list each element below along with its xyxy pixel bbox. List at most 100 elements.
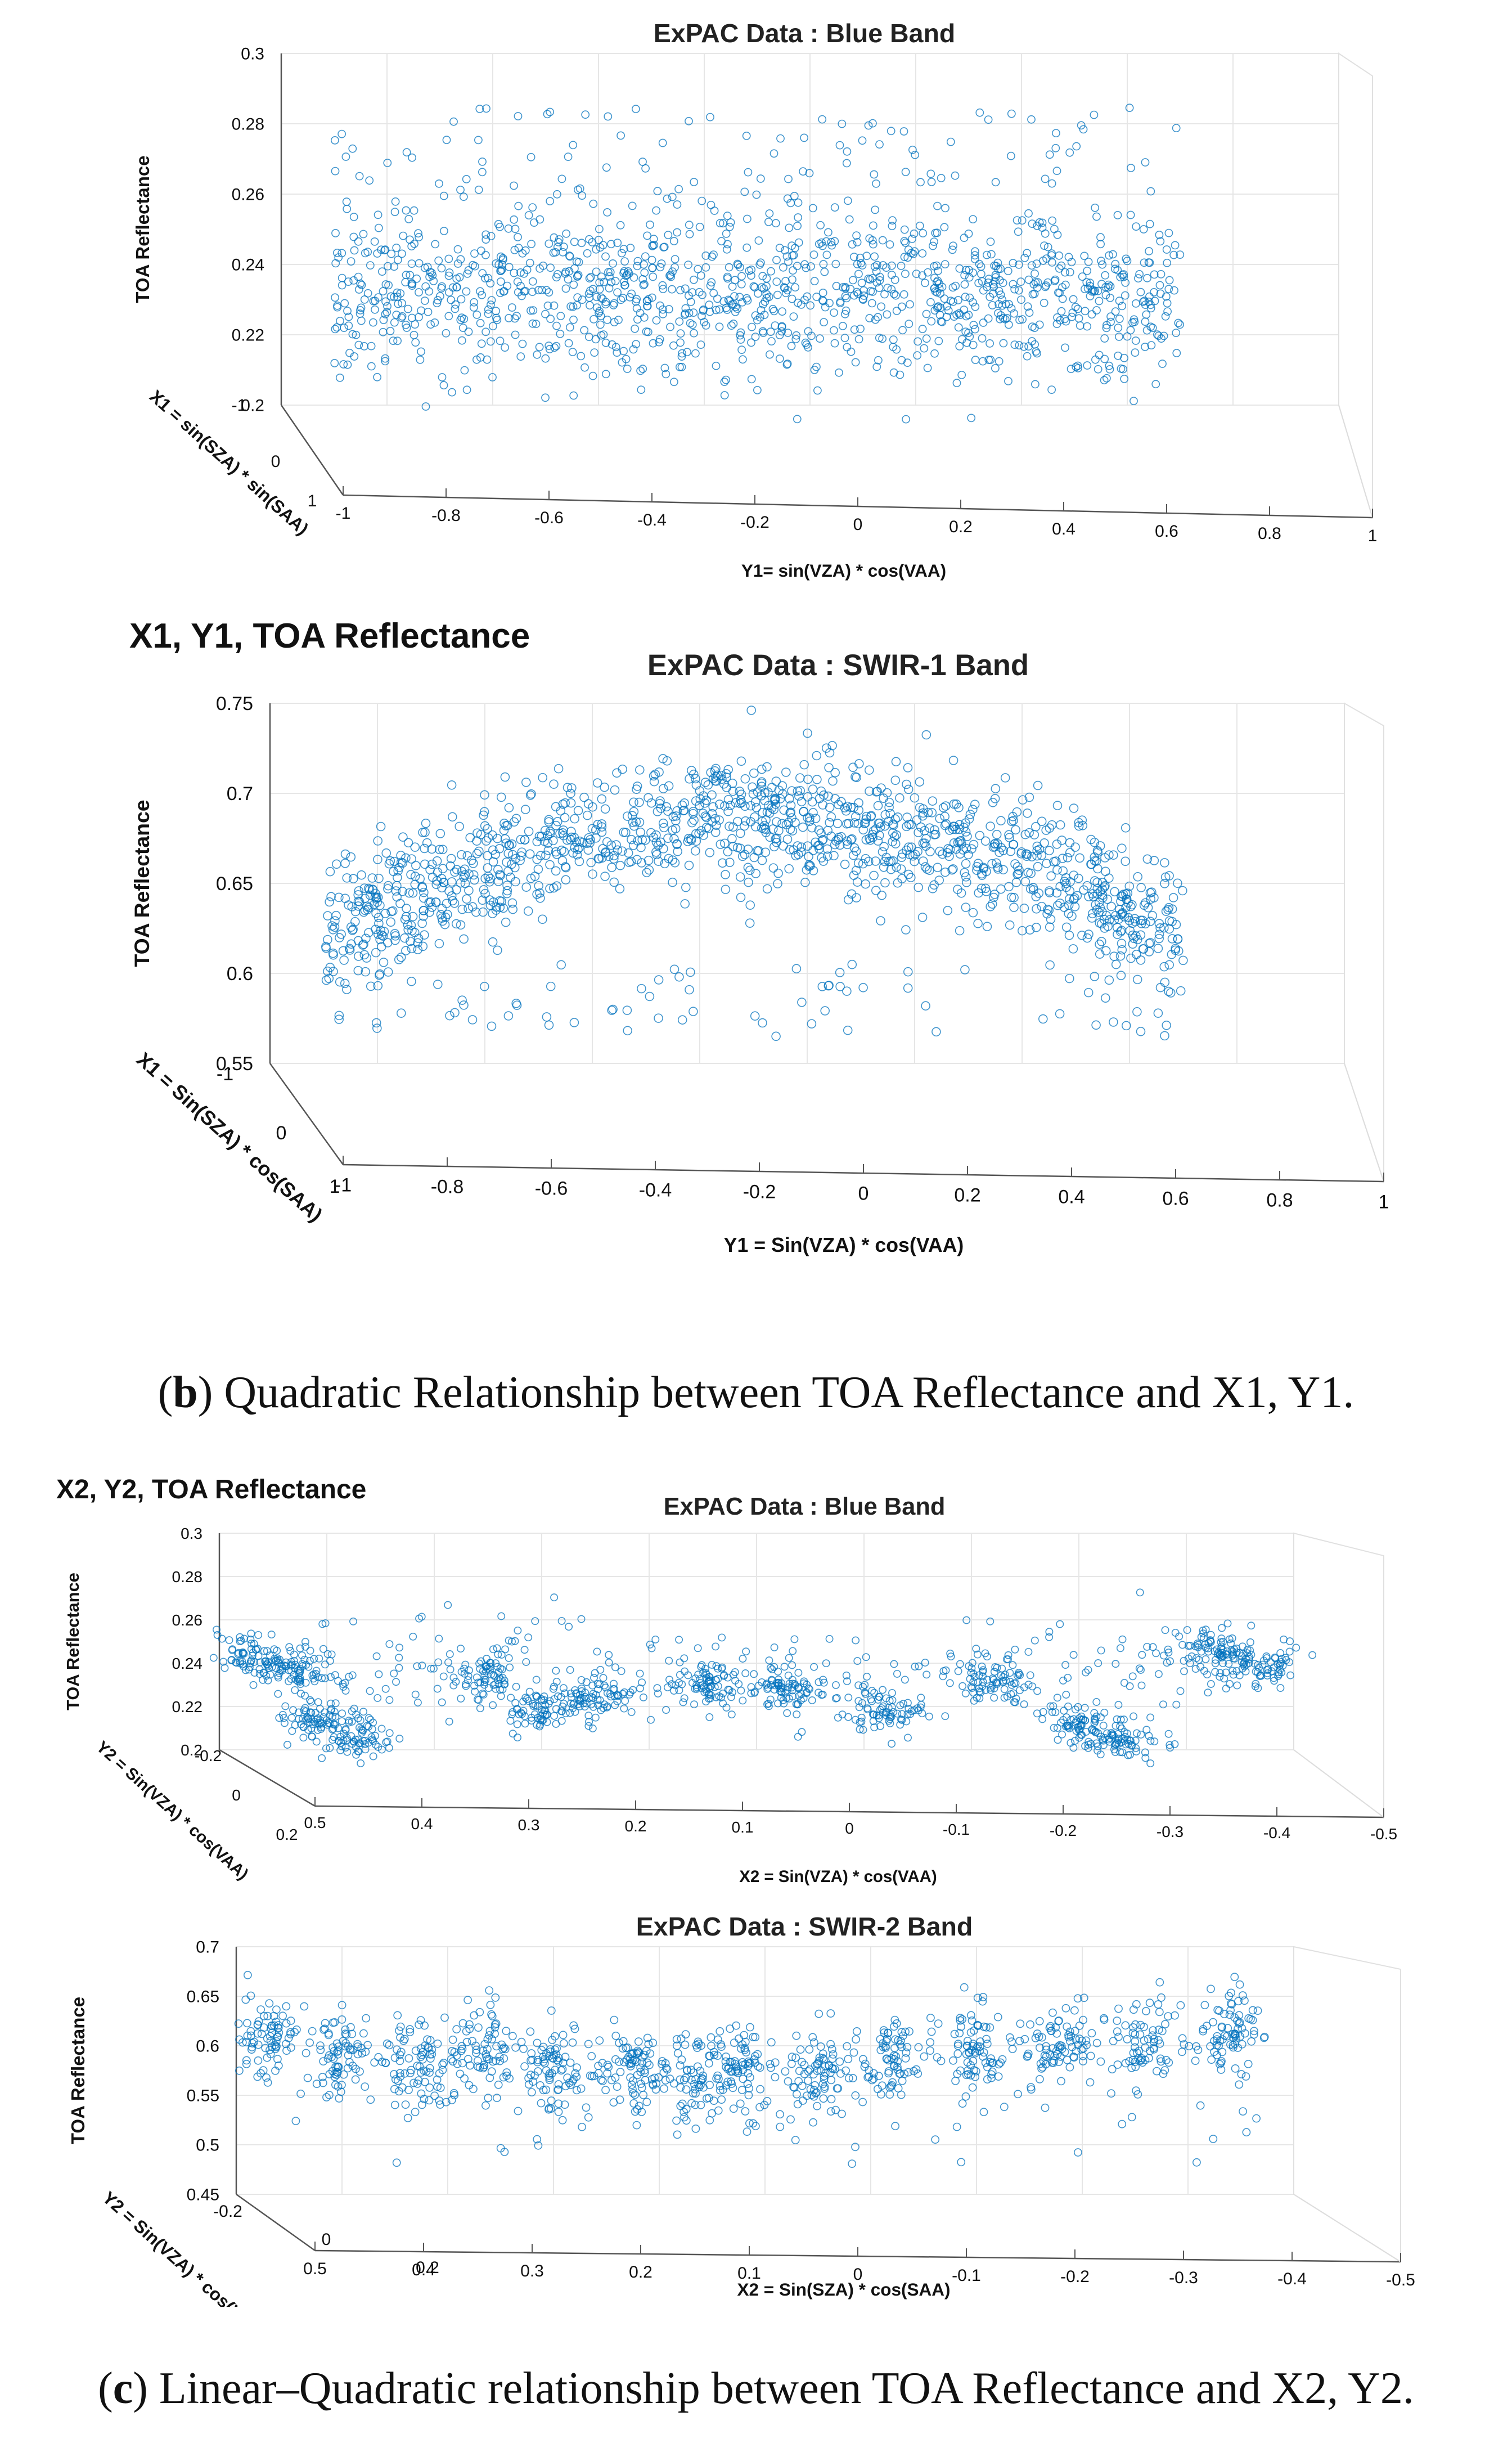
scatter-point: [848, 2074, 857, 2082]
x-tick-label: 0.4: [1058, 1187, 1084, 1208]
scatter-point: [1162, 245, 1171, 254]
scatter-point: [409, 1632, 417, 1641]
scatter-point: [691, 2100, 700, 2109]
scatter-point: [964, 229, 973, 238]
scatter-point: [1154, 929, 1164, 940]
scatter-point: [1162, 1021, 1171, 1030]
scatter-point: [643, 2033, 652, 2042]
scatter-point: [334, 892, 344, 902]
scatter-point: [446, 1650, 454, 1658]
scatter-point: [1046, 914, 1056, 924]
scatter-point: [509, 817, 519, 827]
scatter-point: [872, 261, 881, 270]
scatter-point: [767, 337, 776, 345]
scatter-point: [1120, 1679, 1128, 1687]
scatter-point: [1124, 881, 1135, 891]
scatter-point: [447, 2096, 456, 2104]
scatter-point: [538, 914, 547, 924]
scatter-point: [1066, 1716, 1075, 1724]
scatter-point: [566, 1666, 574, 1674]
scatter-point: [617, 249, 626, 258]
scatter-point: [961, 902, 971, 912]
scatter-point: [508, 1730, 517, 1738]
scatter-point: [543, 110, 552, 119]
scatter-point: [1115, 333, 1123, 341]
scatter-point: [677, 2055, 686, 2064]
scatter-point: [1050, 224, 1059, 233]
scatter-point: [1243, 1646, 1252, 1654]
scatter-point: [656, 803, 666, 813]
scatter-point: [1127, 1737, 1135, 1745]
scatter-point: [713, 294, 722, 303]
scatter-point: [849, 276, 857, 285]
scatter-point: [562, 835, 572, 845]
scatter-point: [1063, 1722, 1071, 1730]
scatter-point: [600, 872, 610, 881]
scatter-point: [961, 1689, 970, 1697]
scatter-point: [1173, 934, 1183, 944]
scatter-point: [1132, 1748, 1141, 1755]
scatter-point: [1147, 341, 1156, 349]
scatter-point: [1176, 1687, 1185, 1695]
scatter-point: [638, 275, 647, 284]
x-axis-label: X2 = Sin(SZA) * cos(SAA): [737, 2279, 951, 2300]
scatter-point: [510, 181, 518, 190]
y-axis-line: [280, 405, 344, 496]
scatter-point: [354, 237, 363, 246]
scatter-point: [519, 1697, 528, 1706]
scatter-point: [724, 263, 734, 272]
scatter-point: [390, 208, 399, 216]
scatter-point: [227, 1656, 236, 1664]
z-tick-label: 0.6: [196, 2037, 219, 2056]
scatter-point: [820, 1678, 828, 1687]
scatter-point: [488, 857, 498, 867]
scatter-point: [1081, 1704, 1089, 1712]
scatter-point: [569, 1018, 579, 1027]
scatter-point: [884, 797, 894, 807]
scatter-point: [893, 878, 903, 888]
scatter-point: [705, 2059, 713, 2068]
scatter-point: [558, 1707, 566, 1716]
scatter-point: [954, 323, 963, 332]
scatter-point: [294, 1675, 303, 1683]
scatter-point: [474, 1696, 483, 1704]
scatter-point: [883, 310, 892, 319]
scatter-point: [1123, 898, 1133, 908]
scatter-point: [802, 263, 811, 272]
scatter-point: [681, 2073, 690, 2082]
scatter-point: [668, 267, 677, 276]
scatter-point: [1018, 216, 1027, 225]
scatter-point: [464, 904, 473, 914]
scatter-point: [1207, 1680, 1215, 1688]
scatter-point: [491, 1680, 500, 1688]
scatter-point: [935, 279, 944, 288]
scatter-point: [1047, 385, 1056, 394]
scatter-point: [849, 818, 860, 828]
scatter-point: [978, 1682, 987, 1690]
scatter-point: [922, 309, 931, 318]
scatter-point: [500, 772, 510, 782]
scatter-point: [444, 254, 453, 263]
scatter-point: [691, 2124, 700, 2133]
scatter-point: [900, 253, 909, 262]
scatter-point: [893, 1669, 901, 1678]
scatter-point: [1039, 1708, 1047, 1716]
scatter-point: [1019, 904, 1029, 913]
scatter-point: [565, 252, 574, 260]
scatter-point: [322, 1744, 330, 1753]
scatter-point: [590, 315, 598, 324]
scatter-point: [348, 926, 357, 935]
scatter-point: [436, 2083, 445, 2092]
scatter-point: [747, 338, 755, 347]
scatter-point: [446, 1665, 454, 1674]
scatter-point: [285, 1643, 294, 1651]
scatter-point: [889, 335, 898, 344]
scatter-point: [290, 1657, 299, 1665]
scatter-point: [904, 842, 914, 852]
scatter-point: [638, 365, 647, 373]
scatter-point: [413, 945, 423, 954]
scatter-point: [537, 1696, 546, 1705]
scatter-point: [616, 131, 625, 140]
scatter-point: [415, 2062, 424, 2071]
scatter-point: [309, 1674, 318, 1683]
